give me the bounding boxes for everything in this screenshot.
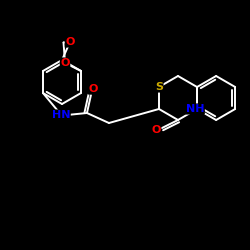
Text: HN: HN	[52, 110, 70, 120]
Text: O: O	[65, 37, 75, 47]
Text: O: O	[151, 125, 161, 135]
Text: O: O	[60, 58, 70, 68]
Text: S: S	[155, 82, 163, 92]
Text: O: O	[88, 84, 98, 94]
Text: NH: NH	[186, 104, 204, 114]
